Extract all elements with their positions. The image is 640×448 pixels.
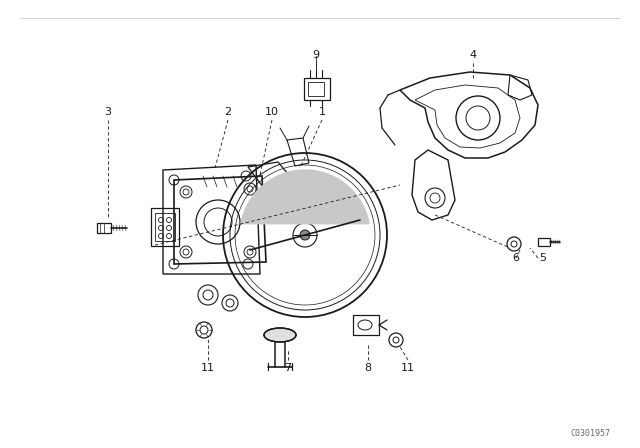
Bar bbox=[155, 213, 175, 241]
Ellipse shape bbox=[264, 328, 296, 342]
Bar bbox=[97, 223, 111, 233]
Bar bbox=[308, 82, 324, 96]
Bar bbox=[151, 208, 179, 246]
Circle shape bbox=[300, 230, 310, 240]
Bar bbox=[304, 78, 330, 100]
Text: 11: 11 bbox=[401, 363, 415, 373]
Text: 7: 7 bbox=[284, 363, 292, 373]
Text: 6: 6 bbox=[513, 253, 520, 263]
Text: C0301957: C0301957 bbox=[570, 429, 610, 438]
Bar bbox=[353, 315, 379, 335]
Text: 8: 8 bbox=[364, 363, 372, 373]
Text: 2: 2 bbox=[225, 107, 232, 117]
Text: 10: 10 bbox=[265, 107, 279, 117]
Text: 11: 11 bbox=[201, 363, 215, 373]
Bar bbox=[538, 238, 550, 246]
Text: 3: 3 bbox=[104, 107, 111, 117]
Text: 5: 5 bbox=[540, 253, 547, 263]
Text: 1: 1 bbox=[319, 107, 326, 117]
Text: 4: 4 bbox=[469, 50, 477, 60]
Text: 9: 9 bbox=[312, 50, 319, 60]
Polygon shape bbox=[241, 170, 369, 224]
